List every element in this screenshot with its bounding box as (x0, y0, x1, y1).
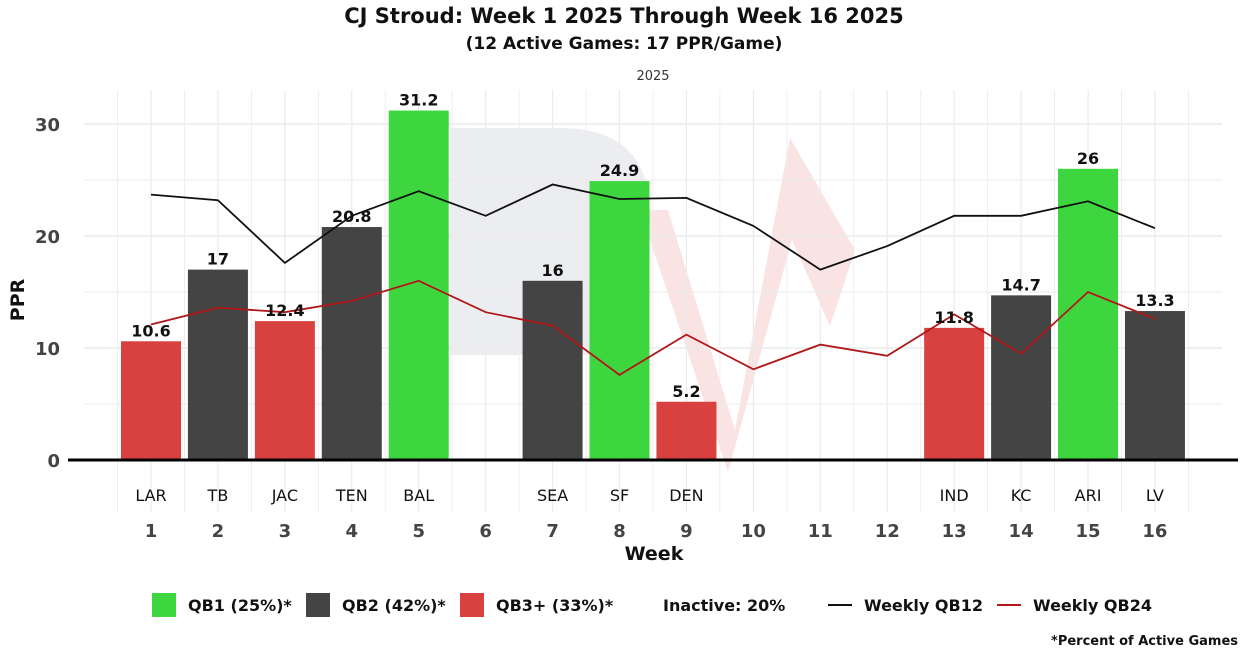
opponent-label: IND (940, 486, 969, 505)
x-tick-label: 15 (1075, 521, 1100, 542)
chart-subtitle: (12 Active Games: 17 PPR/Game) (465, 34, 783, 54)
bar-week-8 (589, 181, 650, 460)
bar-week-7 (522, 280, 583, 460)
x-tick-label: 13 (942, 521, 967, 542)
bar-week-15 (1058, 168, 1119, 461)
legend-item-qb24: Weekly QB24 (997, 590, 1152, 620)
grid-lines (84, 90, 1222, 512)
opponent-label: TB (207, 486, 229, 505)
x-axis-title: Week (625, 543, 684, 565)
y-tick-label: 0 (47, 451, 60, 472)
legend-item-qb3: QB3+ (33%)* (460, 590, 613, 620)
watermark-zigzag-shape (640, 138, 855, 472)
x-tick-label: 3 (279, 521, 292, 542)
legend-line-qb24 (997, 604, 1021, 606)
legend-item-qb12: Weekly QB12 (828, 590, 983, 620)
bar-week-1 (121, 341, 181, 460)
x-tick-label: 1 (145, 521, 158, 542)
bar-value-label: 26 (1077, 149, 1099, 168)
y-tick-label: 10 (35, 339, 60, 360)
legend-swatch-qb3 (460, 593, 484, 617)
bar-value-label: 31.2 (399, 91, 438, 110)
bar-week-3 (254, 321, 315, 460)
x-tick-label: 9 (680, 521, 693, 542)
bar-value-label: 10.6 (131, 321, 170, 340)
line-weekly-qb12 (150, 183, 1156, 271)
opponent-label: LV (1146, 486, 1164, 505)
facet-label: 2025 (636, 69, 670, 84)
bar-week-5 (388, 110, 449, 460)
bar-week-9 (656, 401, 717, 460)
opponent-label: DEN (669, 486, 703, 505)
line-weekly-qb24 (150, 279, 1156, 376)
legend-label: QB1 (25%)* (188, 595, 292, 615)
bar-value-label: 16 (541, 261, 563, 280)
x-tick-label: 11 (808, 521, 833, 542)
opponent-label: SF (610, 486, 629, 505)
x-tick-label: 16 (1142, 521, 1167, 542)
chart-title: CJ Stroud: Week 1 2025 Through Week 16 2… (344, 4, 904, 28)
legend-item-inactive: Inactive: 20% (663, 590, 785, 620)
footnote: *Percent of Active Games (1051, 634, 1238, 649)
bar-week-16 (1124, 311, 1185, 460)
bar-value-label: 12.4 (265, 301, 304, 320)
legend-line-qb12 (828, 604, 852, 606)
legend-label: Inactive: 20% (663, 595, 786, 615)
legend-label: QB3+ (33%)* (496, 595, 614, 615)
opponent-label: ARI (1075, 486, 1102, 505)
x-tick-label: 12 (875, 521, 900, 542)
x-tick-label: 2 (212, 521, 225, 542)
x-tick-label: 4 (346, 521, 359, 542)
opponent-label: SEA (537, 486, 568, 505)
legend-label: Weekly QB12 (864, 595, 983, 615)
x-tick-label: 5 (412, 521, 425, 542)
legend-label: Weekly QB24 (1033, 595, 1152, 615)
y-axis-title: PPR (7, 278, 29, 321)
x-tick-label: 7 (546, 521, 559, 542)
x-tick-label: 8 (613, 521, 626, 542)
y-tick-label: 20 (35, 227, 60, 248)
bar-value-label: 14.7 (1001, 275, 1040, 294)
legend: QB1 (25%)* QB2 (42%)* QB3+ (33%)* Inacti… (0, 590, 1248, 620)
bar-week-4 (321, 227, 382, 460)
legend-label: QB2 (42%)* (342, 595, 446, 615)
opponent-label: JAC (271, 486, 298, 505)
x-tick-label: 10 (741, 521, 766, 542)
legend-swatch-qb1 (152, 593, 176, 617)
bar-value-label: 17 (207, 250, 229, 269)
legend-swatch-qb2 (306, 593, 330, 617)
x-tick-label: 6 (479, 521, 492, 542)
opponent-label: KC (1011, 486, 1032, 505)
x-tick-label: 14 (1009, 521, 1034, 542)
bars (121, 110, 1185, 461)
bar-value-label: 24.9 (600, 161, 639, 180)
bar-week-2 (187, 269, 248, 460)
axes: 0 10 20 30 PPR LAR 1 TB 2 JAC 3 TEN 4 BAL 5 6 SEA 7 SF 8 DEN… (7, 115, 1238, 565)
bar-value-label: 13.3 (1135, 291, 1174, 310)
legend-item-qb1: QB1 (25%)* (152, 590, 292, 620)
y-tick-label: 30 (35, 115, 60, 136)
opponent-label: TEN (335, 486, 368, 505)
opponent-label: LAR (135, 486, 166, 505)
opponent-label: BAL (403, 486, 434, 505)
bar-value-label: 20.8 (332, 207, 371, 226)
bar-week-13 (924, 327, 985, 460)
bar-value-label: 5.2 (672, 382, 700, 401)
bar-week-14 (991, 295, 1052, 460)
reference-lines (150, 183, 1156, 376)
bar-labels: 10.6 17 12.4 20.8 31.2 16 24.9 5.2 11.8 14.7 26 13.… (131, 91, 1174, 401)
legend-item-qb2: QB2 (42%)* (306, 590, 446, 620)
bar-value-label: 11.8 (934, 308, 973, 327)
